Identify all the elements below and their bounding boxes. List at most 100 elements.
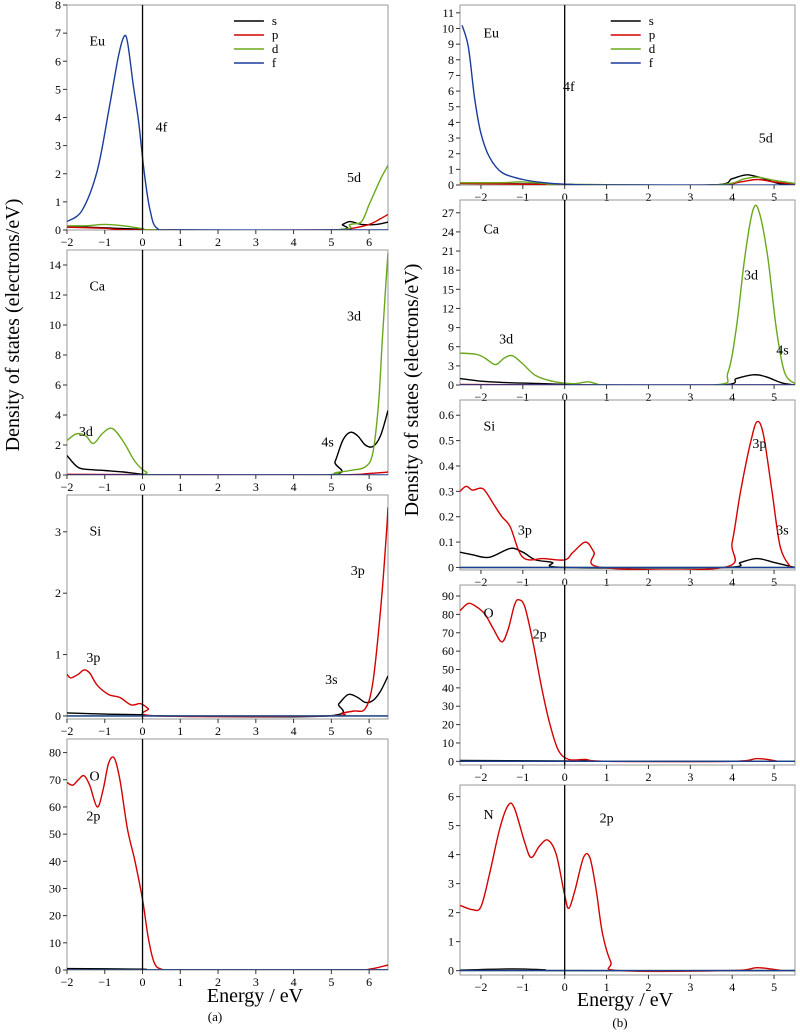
series-line-p [67,507,388,718]
y-tick-label: 3 [448,877,454,891]
y-tick-label: 20 [49,909,61,923]
x-tick-label: 3 [687,390,693,404]
legend-label-d: d [272,41,279,56]
orbital-annotation: 5d [759,132,773,147]
orbital-annotation: 3s [776,523,788,538]
element-label: Si [483,420,495,435]
x-tick-label: −2 [475,390,488,404]
x-tick-label: −2 [475,980,488,994]
x-tick-label: 6 [366,480,372,494]
x-tick-label: 1 [177,480,183,494]
x-tick-label: 5 [771,980,777,994]
x-tick-label: 3 [253,975,259,989]
element-label: Eu [483,26,499,41]
y-tick-label: 3 [448,359,454,373]
y-tick-label: 12 [442,301,454,315]
x-tick-label: 1 [177,235,183,249]
plot-frame [459,399,796,571]
y-tick-label: 10 [442,736,454,750]
y-tick-label: 30 [442,699,454,713]
y-tick-label: 2 [55,438,61,452]
series-line-p [460,802,783,973]
x-tick-label: 3 [687,770,693,784]
y-tick-label: 4 [448,848,454,862]
y-tick-label: 0.6 [439,408,454,422]
x-tick-label: 5 [771,390,777,404]
element-label: Eu [89,35,105,50]
y-tick-label: 0 [448,754,454,768]
x-tick-label: −1 [98,975,111,989]
y-axis-label: Density of states (electrons/eV) [2,199,24,452]
series-line-f [67,34,388,230]
y-tick-label: 9 [448,321,454,335]
x-tick-label: 0 [140,724,146,738]
x-tick-label: −1 [98,480,111,494]
x-tick-label: 2 [215,235,221,249]
y-tick-label: 24 [442,225,454,239]
orbital-annotation: 3p [518,523,532,538]
plot-frame [459,4,796,186]
y-tick-label: 80 [49,746,61,760]
y-tick-label: 4 [55,408,61,422]
x-tick-label: 4 [291,235,297,249]
series-line-f [461,25,795,185]
x-tick-label: 4 [291,724,297,738]
y-tick-label: 40 [49,854,61,868]
y-tick-label: 21 [442,244,454,258]
y-tick-label: 0.4 [439,459,454,473]
y-tick-label: 90 [442,589,454,603]
x-tick-label: −1 [516,390,529,404]
element-label: N [483,808,493,823]
x-tick-label: 0 [562,390,568,404]
x-tick-label: −2 [475,575,488,589]
series-line-d [460,176,795,185]
x-tick-label: 6 [366,724,372,738]
x-tick-label: 1 [604,980,610,994]
x-tick-label: 5 [771,770,777,784]
y-tick-label: 8 [55,348,61,362]
y-tick-label: 3 [448,131,454,145]
x-tick-label: −2 [61,975,74,989]
y-tick-label: 0 [55,468,61,482]
x-tick-label: 5 [328,235,334,249]
series-line-s [67,410,388,475]
x-axis-label-b: Energy / eV [577,989,674,1011]
panel-a-O: 0 10 20 30 40 50 60 70 80 −2 −1 0 1 2 3 4 5 6 O 2p [49,738,389,989]
x-tick-label: 5 [328,724,334,738]
series-group [460,204,795,385]
element-label: O [483,606,493,621]
orbital-annotation: 3d [79,425,93,440]
x-tick-label: 2 [645,980,651,994]
x-tick-label: 2 [645,390,651,404]
y-tick-label: 0 [55,223,61,237]
y-tick-label: 5 [448,819,454,833]
y-tick-label: 11 [442,6,454,20]
legend-label-p: p [272,27,279,42]
y-tick-label: 18 [442,263,454,277]
panel-a-Si: 0 1 2 3 −2 −1 0 1 2 3 4 5 6 Si 3p 3s 3p [55,494,389,738]
orbital-annotation: 3d [499,333,513,348]
y-tick-label: 60 [442,644,454,658]
series-group [67,34,388,230]
y-tick-label: 8 [55,0,61,12]
series-group [460,598,795,763]
series-line-p [67,756,388,970]
series-line-d [67,164,388,230]
x-tick-label: −1 [98,724,111,738]
plot-frame [459,199,796,386]
panel-b-O: 0 10 20 30 40 50 60 70 80 90 −2 −1 0 1 2 3 4 5 O 2p [442,584,796,784]
series-group [460,25,795,185]
series-line-s [460,547,795,569]
x-tick-label: 1 [604,770,610,784]
y-tick-label: 15 [442,282,454,296]
caption-a: (a) [208,1009,222,1024]
y-tick-label: 2 [55,586,61,600]
x-axis-label-a: Energy / eV [207,985,304,1007]
x-tick-label: 1 [177,724,183,738]
plot-frame [66,738,389,971]
plot-frame [459,784,796,976]
